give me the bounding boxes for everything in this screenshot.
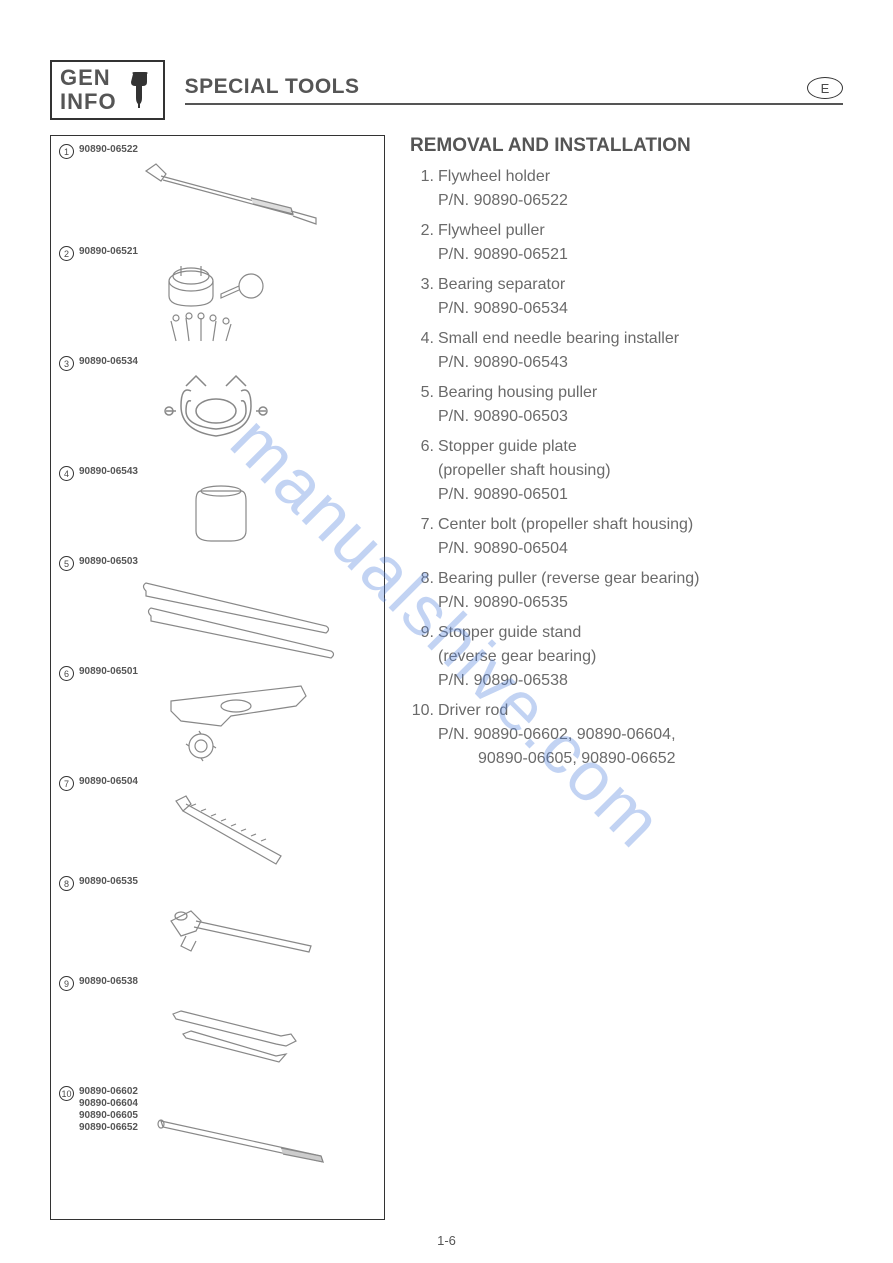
diagram-pn: 90890-06521 xyxy=(79,246,138,258)
item-pn: P/N. 90890-06521 xyxy=(438,246,568,263)
logo-text: GEN INFO xyxy=(60,66,117,114)
item-pn: P/N. 90890-06522 xyxy=(438,192,568,209)
diagram-pn: 90890-06501 xyxy=(79,666,138,678)
item-pn: P/N. 90890-06535 xyxy=(438,594,568,611)
diagram-num: 5 xyxy=(59,556,74,571)
tool-drawing-4 xyxy=(181,476,281,556)
diagram-item-5: 5 90890-06503 xyxy=(59,556,138,571)
diagram-num: 9 xyxy=(59,976,74,991)
item-extra: (propeller shaft housing) xyxy=(438,462,611,479)
item-pn: P/N. 90890-06602, 90890-06604, xyxy=(438,726,676,743)
item-name: Stopper guide plate xyxy=(438,438,577,455)
outboard-icon xyxy=(125,70,155,110)
logo-line2: INFO xyxy=(60,90,117,114)
list-item: 3. Bearing separator P/N. 90890-06534 xyxy=(410,273,843,321)
list-item: 8. Bearing puller (reverse gear bearing)… xyxy=(410,567,843,615)
text-column: REMOVAL AND INSTALLATION 1. Flywheel hol… xyxy=(410,135,843,777)
item-num: 6. xyxy=(410,435,434,459)
list-item: 9. Stopper guide stand (reverse gear bea… xyxy=(410,621,843,693)
list-item: 2. Flywheel puller P/N. 90890-06521 xyxy=(410,219,843,267)
lang-badge: E xyxy=(807,77,843,99)
diagram-item-2: 2 90890-06521 xyxy=(59,246,138,261)
list-item: 7. Center bolt (propeller shaft housing)… xyxy=(410,513,843,561)
item-name: Stopper guide stand xyxy=(438,624,581,641)
list-item: 1. Flywheel holder P/N. 90890-06522 xyxy=(410,165,843,213)
tool-list: 1. Flywheel holder P/N. 90890-06522 2. F… xyxy=(410,165,843,771)
diagram-item-1: 1 90890-06522 xyxy=(59,144,138,159)
item-num: 8. xyxy=(410,567,434,591)
item-pn: P/N. 90890-06501 xyxy=(438,486,568,503)
item-num: 4. xyxy=(410,327,434,351)
diagram-pn: 90890-06503 xyxy=(79,556,138,568)
diagram-pn: 90890-06538 xyxy=(79,976,138,988)
item-pn: P/N. 90890-06504 xyxy=(438,540,568,557)
item-name: Driver rod xyxy=(438,702,508,719)
diagram-item-3: 3 90890-06534 xyxy=(59,356,138,371)
item-name: Bearing puller (reverse gear bearing) xyxy=(438,570,699,587)
diagram-pn: 90890-06504 xyxy=(79,776,138,788)
diagram-pn: 90890-06535 xyxy=(79,876,138,888)
diagram-item-6: 6 90890-06501 xyxy=(59,666,138,681)
logo-line1: GEN xyxy=(60,66,117,90)
list-item: 5. Bearing housing puller P/N. 90890-065… xyxy=(410,381,843,429)
logo-box: GEN INFO xyxy=(50,60,165,120)
page-header: GEN INFO SPECIAL TOOLS E xyxy=(50,60,843,120)
tool-drawing-6 xyxy=(151,676,331,776)
diagram-pn: 90890-06602 90890-06604 90890-06605 9089… xyxy=(79,1086,138,1134)
diagram-pn: 90890-06534 xyxy=(79,356,138,368)
tool-drawing-2 xyxy=(151,256,311,356)
diagram-pn: 90890-06543 xyxy=(79,466,138,478)
tool-drawing-7 xyxy=(161,786,311,876)
item-name: Bearing housing puller xyxy=(438,384,597,401)
item-num: 2. xyxy=(410,219,434,243)
diagram-num: 8 xyxy=(59,876,74,891)
diagram-item-7: 7 90890-06504 xyxy=(59,776,138,791)
diagram-item-9: 9 90890-06538 xyxy=(59,976,138,991)
diagram-item-4: 4 90890-06543 xyxy=(59,466,138,481)
diagram-pn: 90890-06522 xyxy=(79,144,138,156)
content-row: 1 90890-06522 2 90890-06521 xyxy=(50,135,843,1220)
list-item: 6. Stopper guide plate (propeller shaft … xyxy=(410,435,843,507)
item-name: Small end needle bearing installer xyxy=(438,330,679,347)
diagram-num: 3 xyxy=(59,356,74,371)
item-pn: P/N. 90890-06538 xyxy=(438,672,568,689)
list-item: 10. Driver rod P/N. 90890-06602, 90890-0… xyxy=(410,699,843,771)
item-pn2: 90890-06605, 90890-06652 xyxy=(438,750,676,767)
diagram-item-8: 8 90890-06535 xyxy=(59,876,138,891)
item-pn: P/N. 90890-06534 xyxy=(438,300,568,317)
tool-drawing-9 xyxy=(161,986,321,1076)
item-num: 1. xyxy=(410,165,434,189)
item-num: 3. xyxy=(410,273,434,297)
item-name: Flywheel puller xyxy=(438,222,545,239)
diagram-num: 1 xyxy=(59,144,74,159)
diagram-num: 6 xyxy=(59,666,74,681)
item-pn: P/N. 90890-06503 xyxy=(438,408,568,425)
page-number: 1-6 xyxy=(437,1233,456,1248)
item-name: Center bolt (propeller shaft housing) xyxy=(438,516,693,533)
diagram-item-10: 10 90890-06602 90890-06604 90890-06605 9… xyxy=(59,1086,138,1134)
item-name: Flywheel holder xyxy=(438,168,550,185)
item-num: 5. xyxy=(410,381,434,405)
tool-drawing-3 xyxy=(161,361,311,461)
subsection-title: REMOVAL AND INSTALLATION xyxy=(410,135,843,157)
item-pn: P/N. 90890-06543 xyxy=(438,354,568,371)
item-name: Bearing separator xyxy=(438,276,565,293)
diagram-num: 4 xyxy=(59,466,74,481)
section-title: SPECIAL TOOLS xyxy=(185,75,360,99)
item-extra: (reverse gear bearing) xyxy=(438,648,596,665)
list-item: 4. Small end needle bearing installer P/… xyxy=(410,327,843,375)
diagram-num: 2 xyxy=(59,246,74,261)
diagram-num: 7 xyxy=(59,776,74,791)
tool-drawing-1 xyxy=(131,156,331,236)
item-num: 10. xyxy=(410,699,434,723)
tool-drawing-8 xyxy=(151,886,331,976)
item-num: 9. xyxy=(410,621,434,645)
item-num: 7. xyxy=(410,513,434,537)
diagram-num: 10 xyxy=(59,1086,74,1101)
tool-drawing-10 xyxy=(151,1106,351,1186)
diagram-box: 1 90890-06522 2 90890-06521 xyxy=(50,135,385,1220)
tool-drawing-5 xyxy=(131,571,351,661)
